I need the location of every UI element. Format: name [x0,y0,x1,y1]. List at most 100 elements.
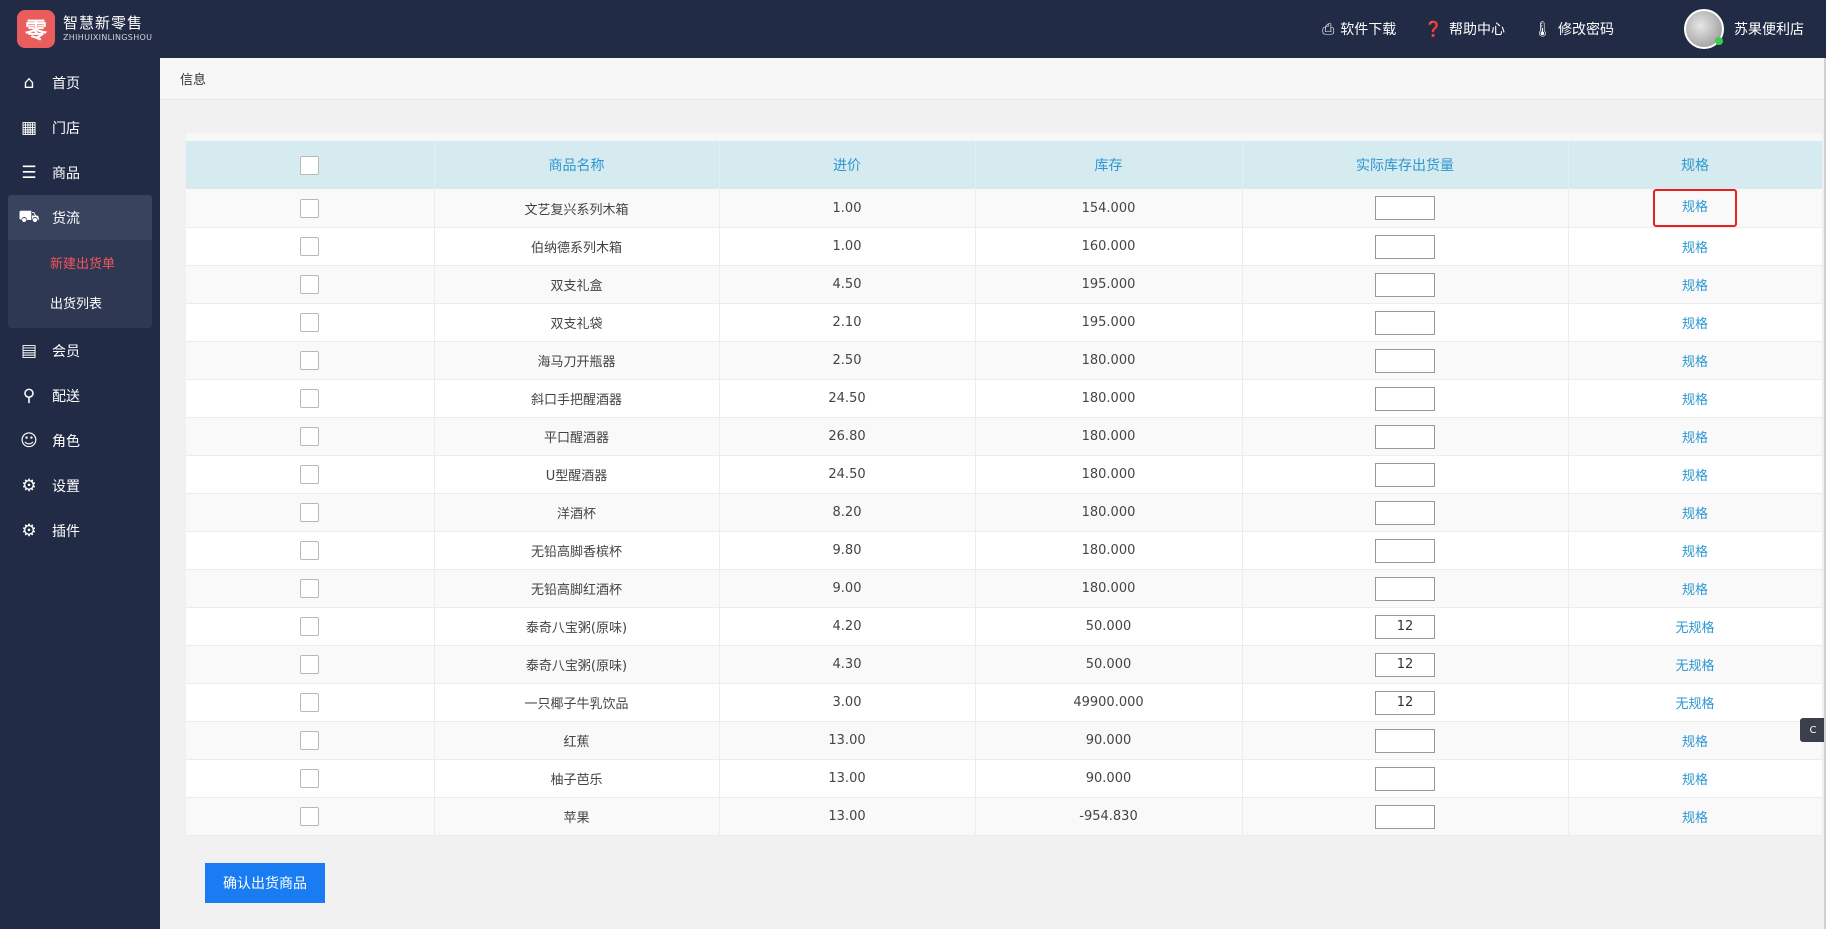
row-checkbox[interactable] [300,807,320,826]
row-checkbox[interactable] [300,237,320,256]
spec-link[interactable]: 规格 [1681,279,1708,294]
user-menu[interactable]: 苏果便利店 [1684,9,1804,49]
avatar[interactable] [1684,9,1724,49]
row-checkbox[interactable] [300,731,320,750]
checkbox-cell [186,531,435,570]
spec-link[interactable]: 规格 [1681,393,1708,408]
row-checkbox[interactable] [300,617,320,636]
cell-price: 4.50 [719,265,976,304]
submenu-item-1[interactable]: 出货列表 [50,296,103,312]
actual-qty-input[interactable] [1375,652,1435,677]
actual-qty-input[interactable] [1375,386,1435,411]
spec-link[interactable]: 规格 [1681,241,1708,256]
actual-qty-input[interactable] [1375,462,1435,487]
spec-link[interactable]: 规格 [1681,545,1708,560]
spec-link[interactable]: 规格 [1681,317,1708,332]
row-checkbox[interactable] [300,351,320,370]
cell-actual-qty [1242,721,1569,760]
actual-qty-input[interactable] [1375,538,1435,563]
row-checkbox[interactable] [300,275,320,294]
select-all-checkbox[interactable] [300,155,320,175]
cell-name: 伯纳德系列木箱 [434,227,720,266]
checkbox-cell [186,303,435,342]
actual-qty-input[interactable] [1375,310,1435,335]
checkbox-cell [186,493,435,532]
table-row: 平口醒酒器 26.80 180.000 规格 [186,417,1823,456]
row-checkbox[interactable] [300,465,320,484]
sidebar-item-6[interactable]: ☺ 角色 [0,418,160,463]
row-checkbox[interactable] [300,503,320,522]
spec-link[interactable]: 规格 [1681,735,1708,750]
actual-qty-input[interactable] [1375,234,1435,259]
help-icon: ❓ [1424,20,1443,38]
sidebar-item-5[interactable]: ⚲ 配送 [0,373,160,418]
brand-logo[interactable]: 零 智慧新零售 ZHIHUIXINLINGSHOU [0,10,160,48]
sidebar-item-4[interactable]: ▤ 会员 [0,328,160,373]
checkbox-cell [186,759,435,798]
cell-actual-qty [1242,759,1569,798]
spec-link[interactable]: 规格 [1681,507,1708,522]
cell-actual-qty [1242,265,1569,304]
sidebar-item-8[interactable]: ⚙ 插件 [0,508,160,553]
sidebar-item-0[interactable]: ⌂ 首页 [0,60,160,105]
row-checkbox[interactable] [300,313,320,332]
cell-spec: 规格 [1568,417,1823,456]
row-checkbox[interactable] [300,198,320,218]
topnav-label: 帮助中心 [1448,22,1505,38]
sidebar-item-7[interactable]: ⚙ 设置 [0,463,160,508]
confirm-shipment-button[interactable]: 确认出货商品 [205,863,325,903]
cell-actual-qty [1242,607,1569,646]
row-checkbox[interactable] [300,769,320,788]
spec-link[interactable]: 规格 [1681,431,1708,446]
actual-qty-input[interactable] [1375,196,1435,220]
row-checkbox[interactable] [300,693,320,712]
cell-actual-qty [1242,227,1569,266]
header-actual-qty: 实际库存出货量 [1242,141,1569,189]
actual-qty-input[interactable] [1375,500,1435,525]
user-name[interactable]: 苏果便利店 [1734,22,1804,38]
spec-link[interactable]: 规格 [1681,583,1708,598]
cell-stock: 90.000 [975,721,1243,760]
side-tab[interactable]: C [1800,718,1826,742]
cell-price: 4.20 [719,607,976,646]
cell-stock: 180.000 [975,379,1243,418]
sidebar-item-1[interactable]: ▦ 门店 [0,105,160,150]
checkbox-cell [186,569,435,608]
cell-name: 洋酒杯 [434,493,720,532]
spec-link[interactable]: 规格 [1653,189,1737,227]
actual-qty-input[interactable] [1375,804,1435,829]
cell-name: 双支礼袋 [434,303,720,342]
spec-link[interactable]: 无规格 [1675,697,1715,712]
row-checkbox[interactable] [300,389,320,408]
cell-spec: 规格 [1568,189,1823,228]
row-checkbox[interactable] [300,655,320,674]
spec-link[interactable]: 无规格 [1675,621,1715,636]
actual-qty-input[interactable] [1375,690,1435,715]
cell-name: 海马刀开瓶器 [434,341,720,380]
topnav-item-1[interactable]: ❓ 帮助中心 [1424,19,1505,39]
actual-qty-input[interactable] [1375,576,1435,601]
actual-qty-input[interactable] [1375,348,1435,373]
spec-link[interactable]: 规格 [1681,811,1708,826]
actual-qty-input[interactable] [1375,272,1435,297]
actual-qty-input[interactable] [1375,728,1435,753]
spec-link[interactable]: 规格 [1681,773,1708,788]
row-checkbox[interactable] [300,427,320,446]
actual-qty-input[interactable] [1375,424,1435,449]
sidebar-item-2[interactable]: ☰ 商品 [0,150,160,195]
topnav-item-2[interactable]: 🌡 修改密码 [1533,19,1614,39]
cell-name: 无铅高脚红酒杯 [434,569,720,608]
spec-link[interactable]: 规格 [1681,355,1708,370]
row-checkbox[interactable] [300,541,320,560]
row-checkbox[interactable] [300,579,320,598]
actual-qty-input[interactable] [1375,766,1435,791]
spec-link[interactable]: 规格 [1681,469,1708,484]
topnav-item-0[interactable]: ⎙ 软件下载 [1322,19,1396,39]
checkbox-cell [186,455,435,494]
submenu-item-0[interactable]: 新建出货单 [50,256,116,272]
online-status-dot [1715,37,1723,45]
spec-link[interactable]: 无规格 [1675,659,1715,674]
actual-qty-input[interactable] [1375,614,1435,639]
cell-actual-qty [1242,303,1569,342]
sidebar-item-3[interactable]: ⛟ 货流 [8,195,152,240]
